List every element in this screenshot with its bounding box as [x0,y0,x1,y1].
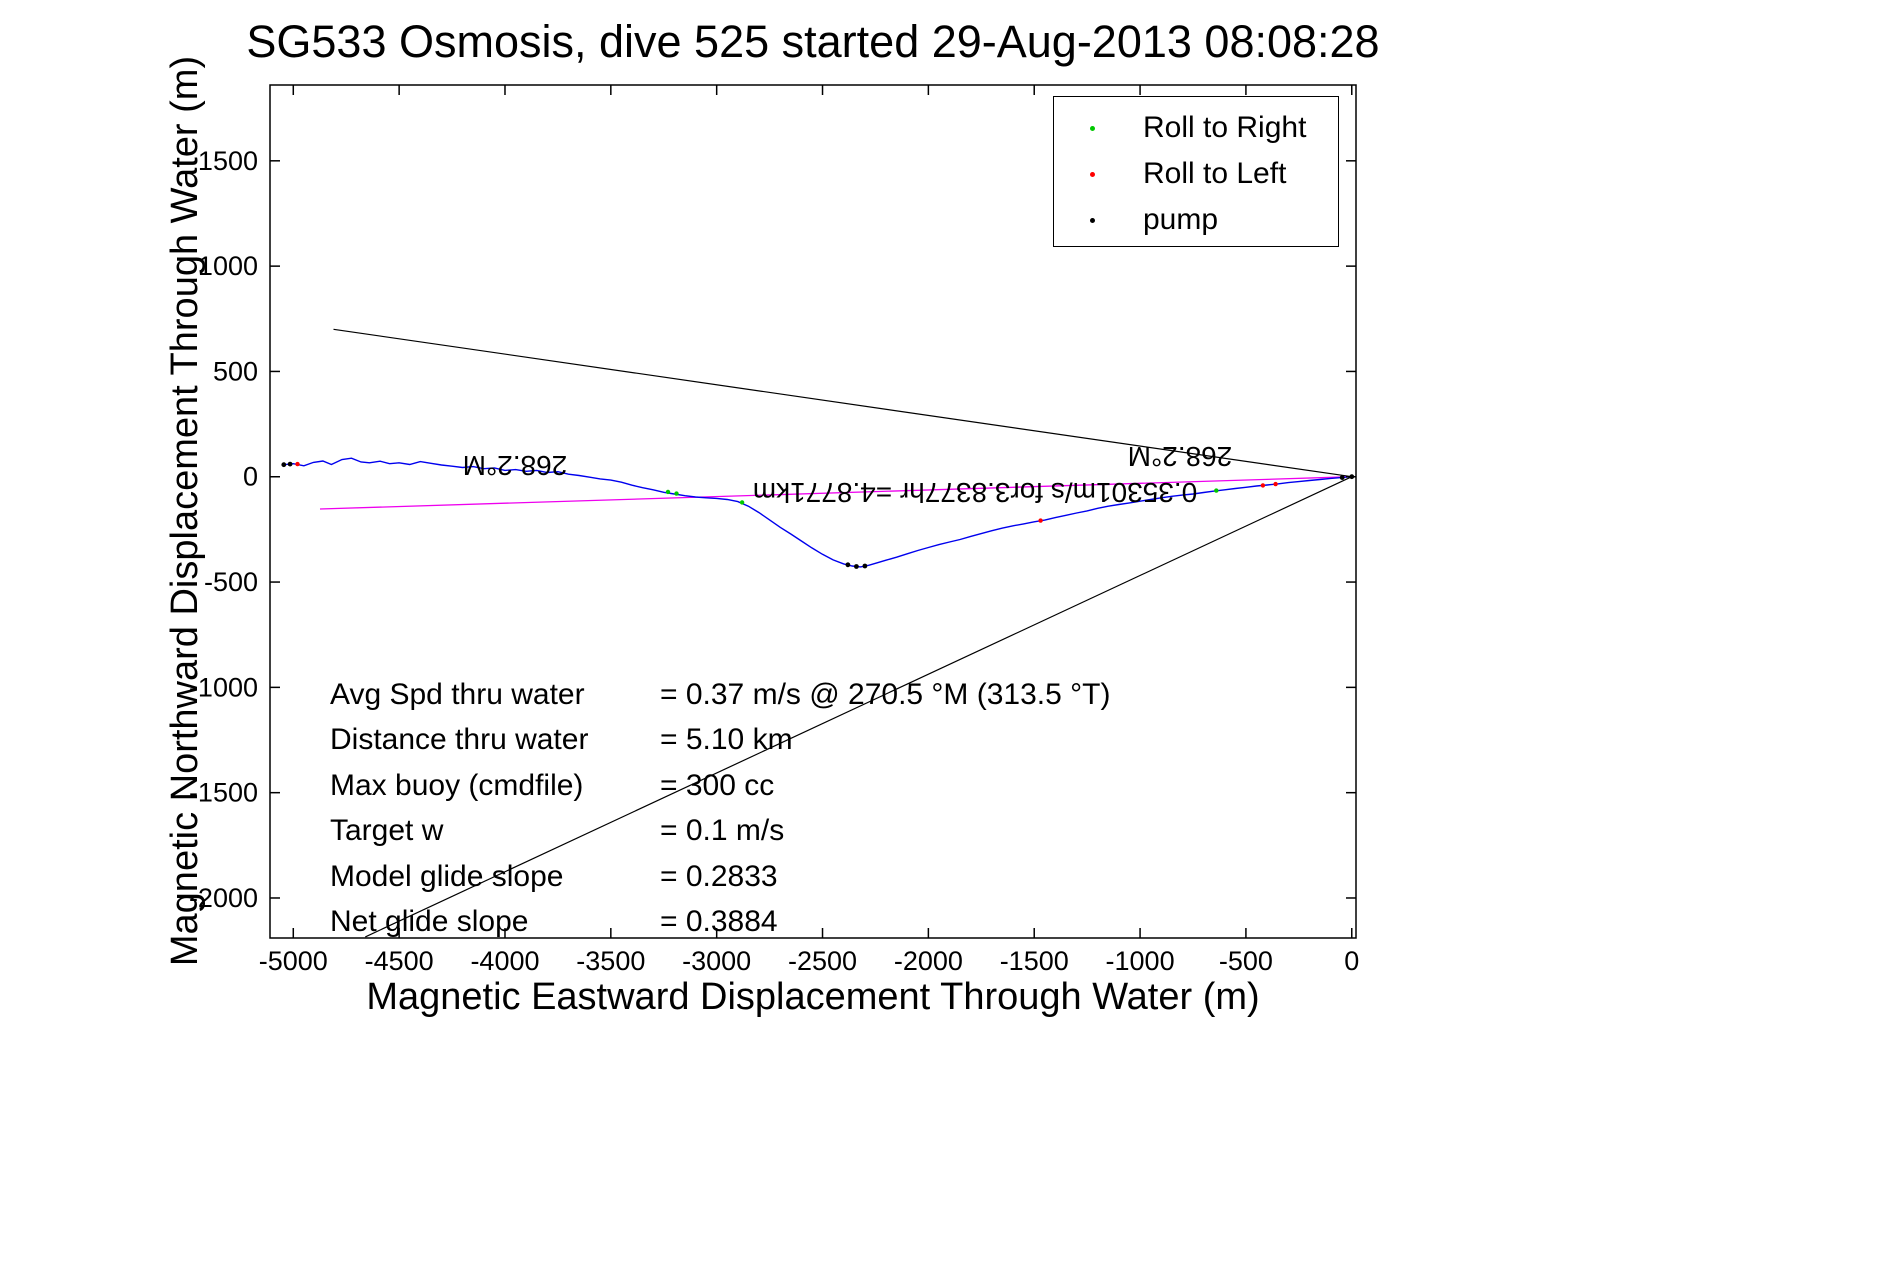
roll-right-dot-icon [1090,125,1095,131]
y-tick-label: -1000 [189,672,258,702]
pump-dot-icon [1090,217,1095,223]
x-tick-label: -3500 [576,946,645,976]
legend-entry-label: Roll to Left [1143,157,1287,190]
y-tick-label: 500 [213,356,258,386]
y-tick-label: -1500 [189,778,258,808]
x-tick-label: -500 [1219,946,1273,976]
legend-entry: Roll to Right [1054,105,1338,151]
bearing-wedge-upper [333,328,1352,478]
legend-entry: pump [1054,197,1338,243]
pump-markers [862,563,868,569]
y-tick-label: 0 [243,462,258,492]
stats-value: = 300 cc [660,768,775,802]
legend-entry: Roll to Left [1054,151,1338,197]
pump-markers [1339,475,1345,480]
x-tick-label: -1500 [1000,946,1069,976]
commanded-course-line [319,476,1352,510]
dive-stats-block: Avg Spd thru water = 0.37 m/s @ 270.5 °M … [330,672,1110,945]
stats-label: Model glide slope [330,859,564,893]
x-tick-label: -3000 [682,946,751,976]
roll-left-markers [295,461,300,467]
pump-markers [287,461,293,467]
x-axis-label: Magnetic Eastward Displacement Through W… [366,976,1260,1018]
pump-markers [854,564,859,569]
x-tick-label: 0 [1344,946,1359,976]
roll-right-markers [665,489,671,495]
stats-label: Distance thru water [330,723,589,757]
stats-row: Distance thru water = 5.10 km [330,718,1110,764]
stats-value: = 0.2833 [660,859,778,893]
axes-box [269,84,1357,939]
legend-entry-label: pump [1143,203,1219,236]
x-tick-label: -4000 [470,946,539,976]
stats-row: Target w = 0.1 m/s [330,809,1110,855]
x-tick-label: -1000 [1106,946,1175,976]
y-tick-label: -500 [204,567,258,597]
roll-right-markers [674,491,679,496]
stats-label: Avg Spd thru water [330,677,585,711]
stats-row: Model glide slope = 0.2833 [330,854,1110,900]
roll-left-markers [1273,481,1278,487]
stats-label: Net glide slope [330,905,529,939]
track-through-water [283,457,1352,568]
legend-box: Roll to Right Roll to Left pump [1053,96,1339,247]
stats-label: Target w [330,814,444,848]
roll-left-markers [1038,518,1043,523]
x-tick-label: -2500 [788,946,857,976]
roll-right-markers [1214,488,1219,493]
course-annotation: 0.35301m/s for3.8377hr =4.8771km [752,476,1198,508]
pump-markers [281,462,287,468]
pump-markers [845,562,851,568]
stats-value: = 0.37 m/s @ 270.5 °M (313.5 °T) [660,677,1111,711]
roll-left-dot-icon [1090,171,1095,177]
stats-row: Max buoy (cmdfile) = 300 cc [330,763,1110,809]
stats-value: = 5.10 km [660,723,793,757]
legend-entry-label: Roll to Right [1143,111,1307,144]
course-annotation: 268.2°M [1127,440,1233,472]
y-tick-label: 1000 [198,251,258,281]
y-tick-label: 1500 [198,146,258,176]
chart-title: SG533 Osmosis, dive 525 started 29-Aug-2… [246,16,1380,67]
roll-right-markers [739,500,745,505]
stats-value: = 0.3884 [660,905,778,939]
course-annotation: 268.2°M [462,449,568,481]
y-axis-label: Magnetic Northward Displacement Through … [164,55,206,967]
stats-row: Avg Spd thru water = 0.37 m/s @ 270.5 °M … [330,672,1110,718]
x-tick-label: -5000 [259,946,328,976]
stats-row: Net glide slope = 0.3884 [330,900,1110,946]
stats-label: Max buoy (cmdfile) [330,768,584,802]
y-tick-label: -2000 [189,883,258,913]
x-tick-label: -2000 [894,946,963,976]
stats-value: = 0.1 m/s [660,814,785,848]
bearing-wedge-lower [365,476,1353,938]
x-tick-label: -4500 [365,946,434,976]
roll-left-markers [1260,483,1266,488]
